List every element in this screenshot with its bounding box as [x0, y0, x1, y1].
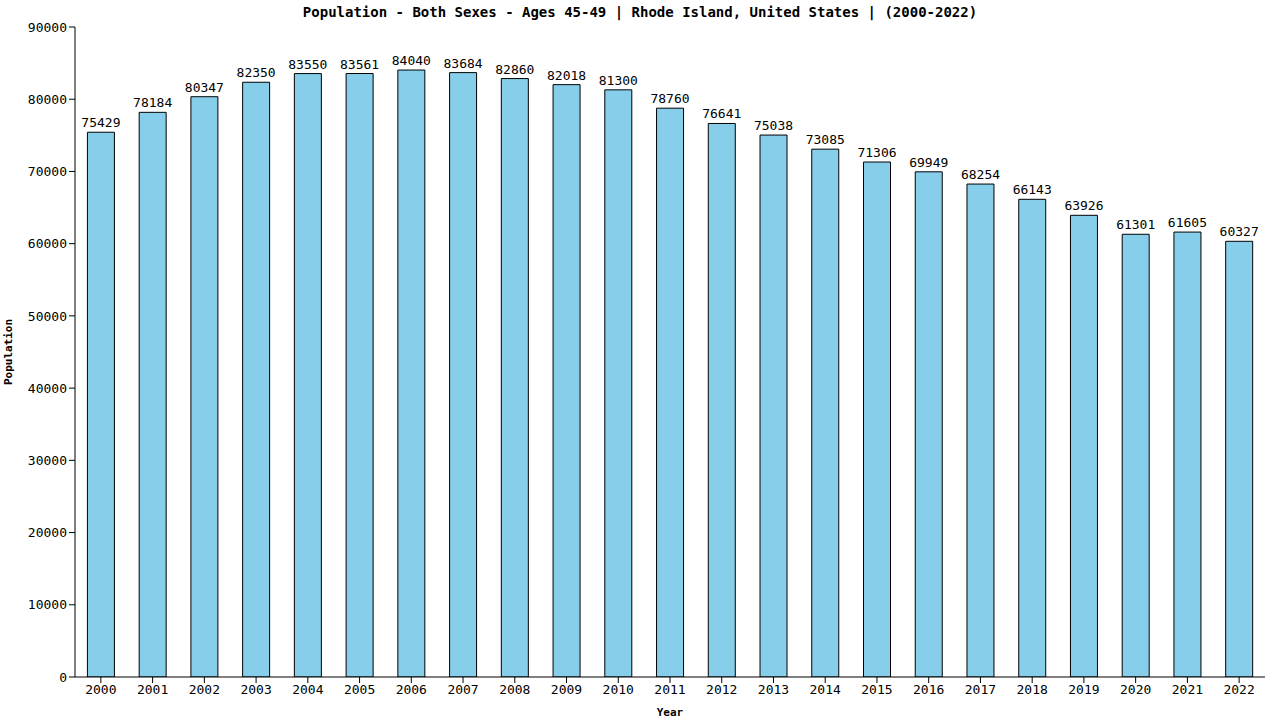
- svg-text:61605: 61605: [1168, 215, 1207, 230]
- svg-text:60000: 60000: [28, 236, 67, 251]
- svg-text:60327: 60327: [1220, 224, 1259, 239]
- svg-text:2007: 2007: [447, 682, 478, 697]
- svg-text:83550: 83550: [288, 57, 327, 72]
- svg-text:83561: 83561: [340, 57, 379, 72]
- svg-text:73085: 73085: [806, 132, 845, 147]
- svg-text:2021: 2021: [1172, 682, 1203, 697]
- svg-text:Population: Population: [8, 319, 15, 385]
- svg-text:2000: 2000: [85, 682, 116, 697]
- svg-text:2017: 2017: [965, 682, 996, 697]
- svg-text:90000: 90000: [28, 20, 67, 35]
- svg-text:2012: 2012: [706, 682, 737, 697]
- html-text:Population - Both Sexes - Ages: Population - Both Sexes - Ages 45-49 | R…: [302, 4, 978, 20]
- svg-text:2018: 2018: [1017, 682, 1048, 697]
- svg-text:2015: 2015: [861, 682, 892, 697]
- svg-text:2016: 2016: [913, 682, 944, 697]
- svg-text:10000: 10000: [28, 597, 67, 612]
- svg-text:78760: 78760: [650, 91, 689, 106]
- svg-text:2002: 2002: [189, 682, 220, 697]
- svg-text:2001: 2001: [137, 682, 168, 697]
- svg-text:69949: 69949: [909, 155, 948, 170]
- svg-text:71306: 71306: [857, 145, 896, 160]
- svg-text:66143: 66143: [1013, 182, 1052, 197]
- svg-text:70000: 70000: [28, 164, 67, 179]
- svg-text:80000: 80000: [28, 92, 67, 107]
- svg-text:82018: 82018: [547, 68, 586, 83]
- svg-text:2003: 2003: [240, 682, 271, 697]
- svg-text:80347: 80347: [185, 80, 224, 95]
- svg-text:75038: 75038: [754, 118, 793, 133]
- svg-text:83684: 83684: [444, 56, 483, 71]
- svg-text:2011: 2011: [654, 682, 685, 697]
- svg-text:63926: 63926: [1064, 198, 1103, 213]
- svg-text:2019: 2019: [1068, 682, 1099, 697]
- svg-text:81300: 81300: [599, 73, 638, 88]
- svg-text:50000: 50000: [28, 309, 67, 324]
- svg-text:68254: 68254: [961, 167, 1000, 182]
- svg-text:Year: Year: [657, 706, 684, 719]
- svg-text:76641: 76641: [702, 106, 741, 121]
- svg-text:0: 0: [59, 670, 67, 685]
- svg-text:78184: 78184: [133, 95, 172, 110]
- svg-text:84040: 84040: [392, 53, 431, 68]
- svg-text:40000: 40000: [28, 381, 67, 396]
- svg-text:2004: 2004: [292, 682, 323, 697]
- svg-text:82860: 82860: [495, 62, 534, 77]
- svg-text:2013: 2013: [758, 682, 789, 697]
- svg-text:2006: 2006: [396, 682, 427, 697]
- svg-text:75429: 75429: [81, 115, 120, 130]
- svg-text:2022: 2022: [1223, 682, 1254, 697]
- svg-text:82350: 82350: [237, 65, 276, 80]
- svg-text:61301: 61301: [1116, 217, 1155, 232]
- svg-text:2020: 2020: [1120, 682, 1151, 697]
- svg-text:2014: 2014: [810, 682, 841, 697]
- svg-text:2005: 2005: [344, 682, 375, 697]
- svg-text:2010: 2010: [603, 682, 634, 697]
- svg-text:30000: 30000: [28, 453, 67, 468]
- svg-text:2008: 2008: [499, 682, 530, 697]
- svg-text:20000: 20000: [28, 525, 67, 540]
- svg-text:2009: 2009: [551, 682, 582, 697]
